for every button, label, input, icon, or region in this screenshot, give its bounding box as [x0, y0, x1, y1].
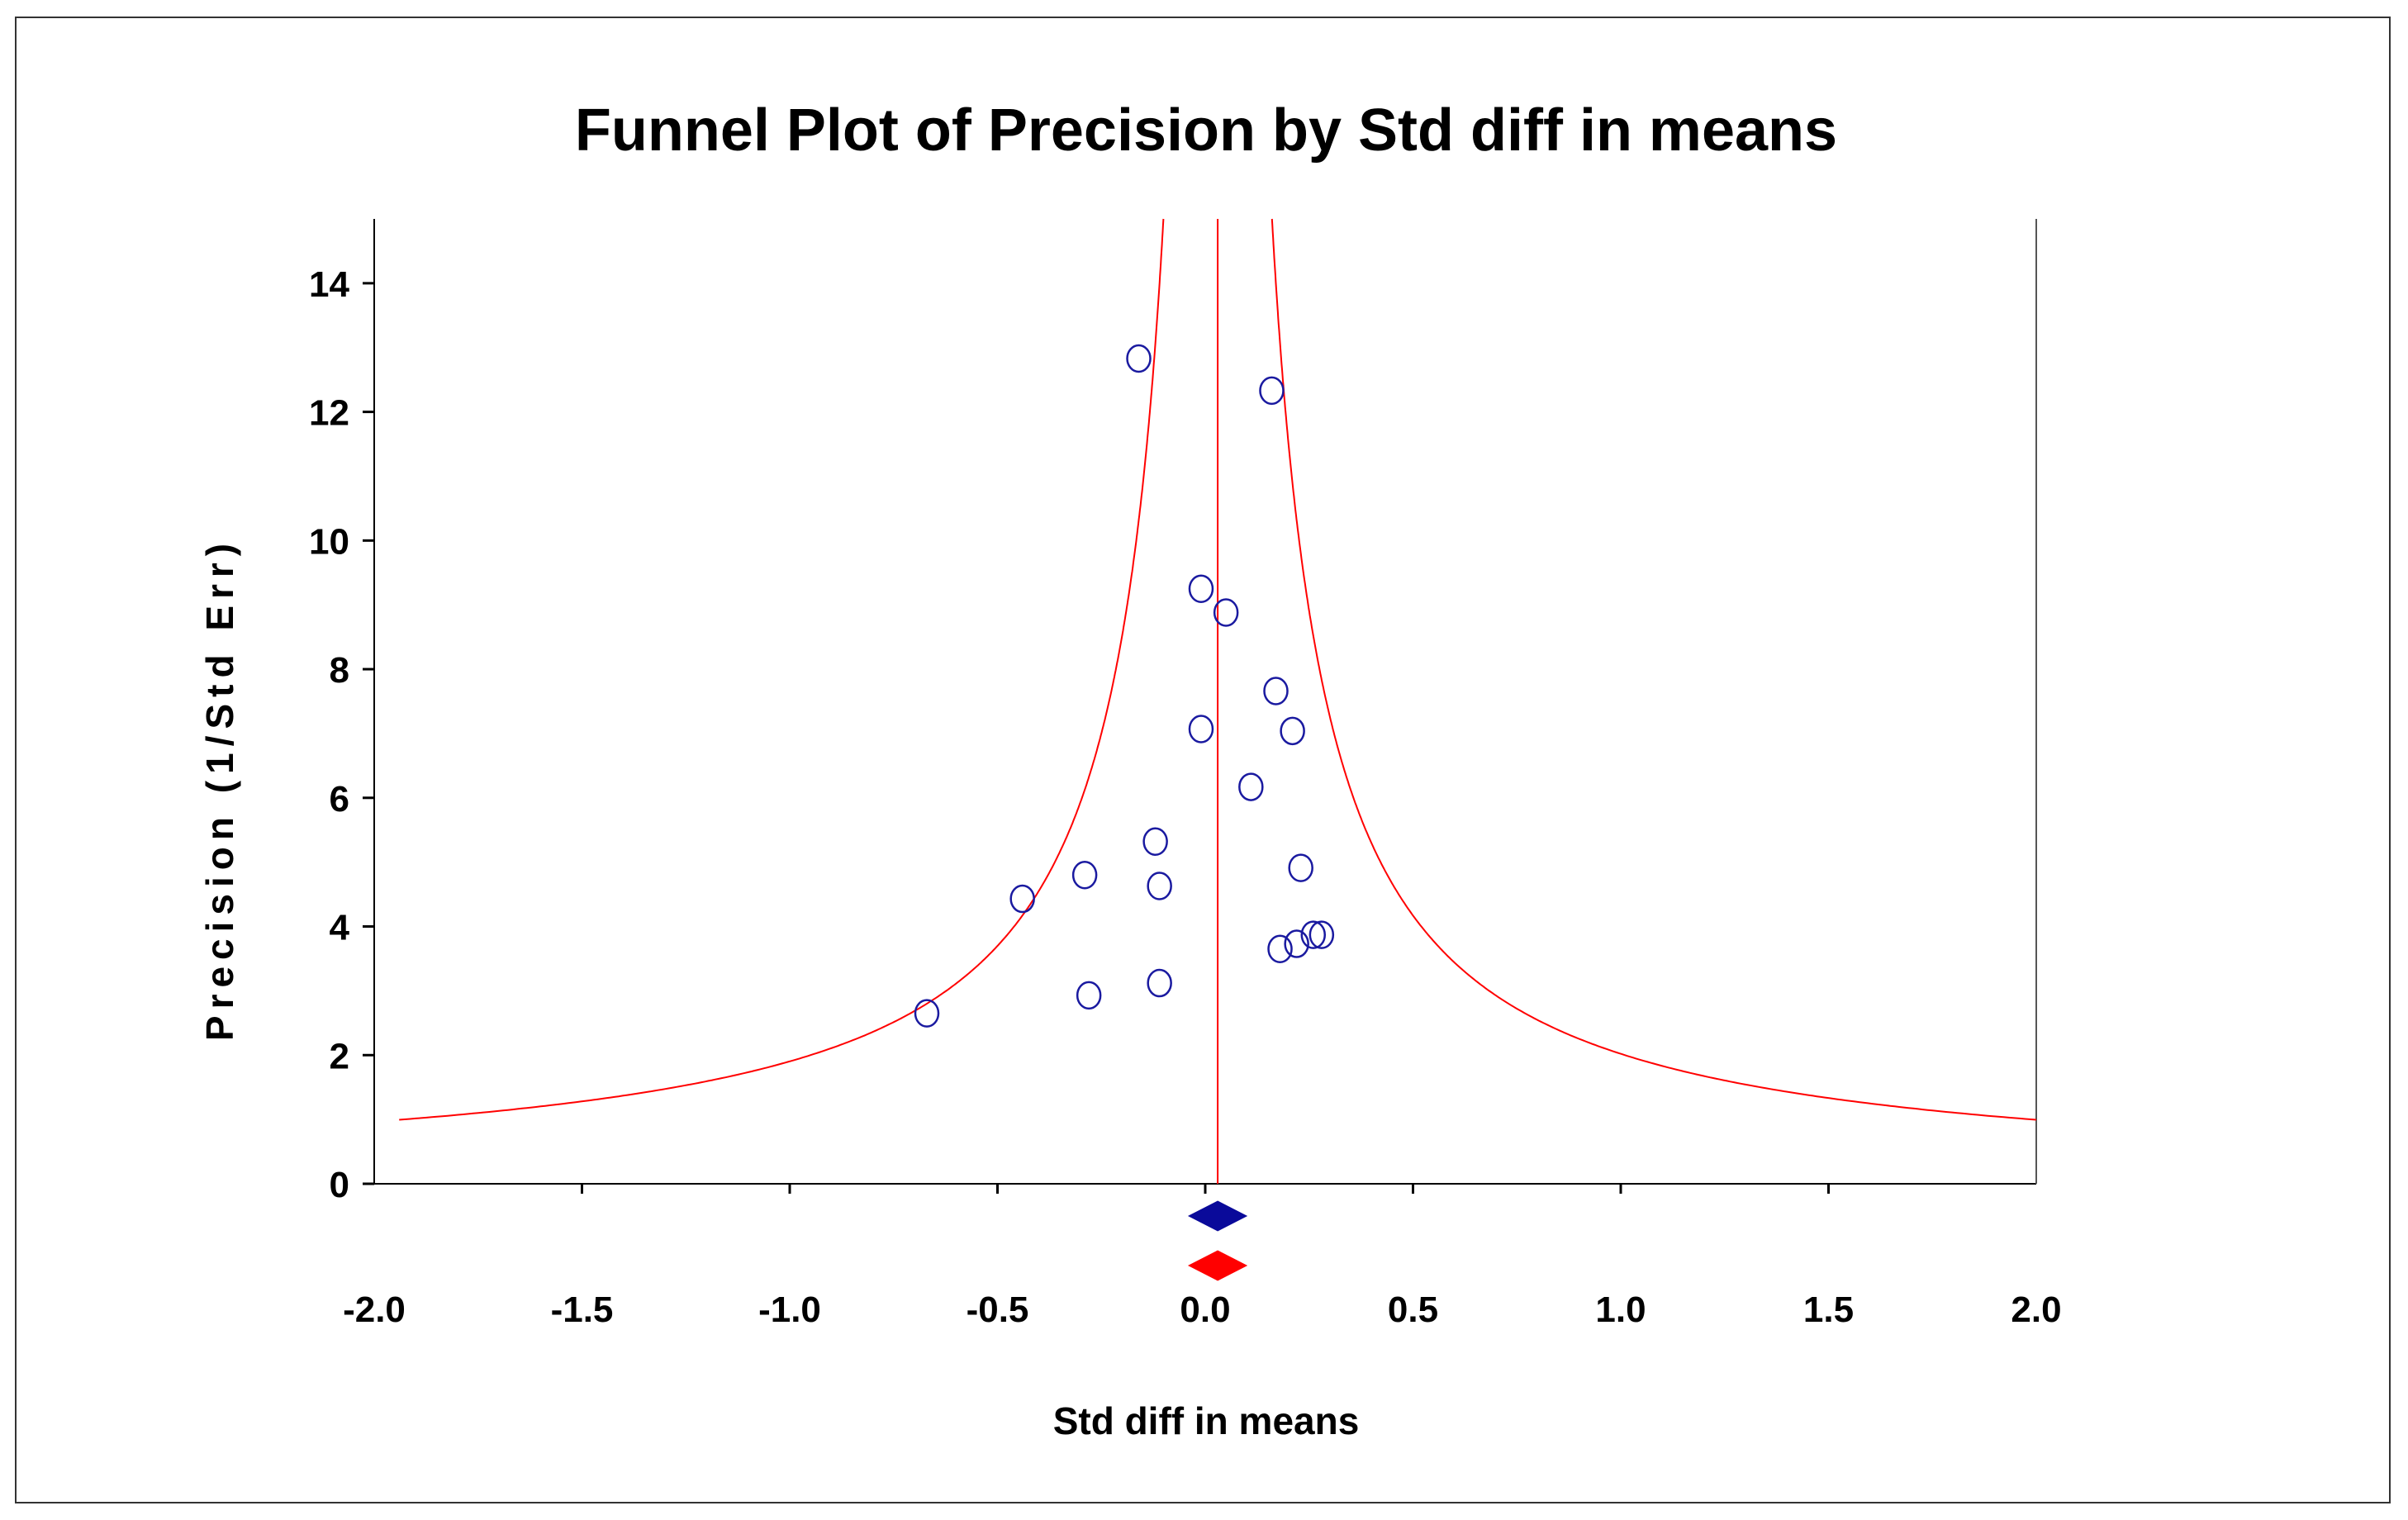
study-point: [1147, 872, 1172, 900]
study-point: [1280, 716, 1305, 746]
y-tick-label: 14: [309, 264, 349, 305]
study-point: [1284, 929, 1309, 958]
study-point: [1076, 981, 1102, 1010]
study-point: [1147, 968, 1172, 998]
y-tick-label: 2: [330, 1036, 349, 1076]
study-point: [1213, 598, 1239, 627]
study-point: [914, 999, 940, 1028]
y-tick-label: 6: [330, 779, 349, 819]
study-point: [1142, 827, 1168, 856]
y-tick-label: 0: [330, 1165, 349, 1205]
x-tick-label: -0.5: [967, 1290, 1029, 1330]
study-point: [1308, 920, 1335, 949]
study-point: [1263, 677, 1289, 705]
study-point: [1300, 920, 1327, 949]
study-point: [1009, 884, 1035, 914]
figure-frame: [15, 17, 2391, 1503]
observed-effect-diamond: [1187, 1200, 1248, 1232]
y-axis-label: Precision (1/Std Err): [198, 537, 241, 1041]
x-axis-label: Std diff in means: [1053, 1399, 1360, 1442]
x-tick-label: -1.5: [551, 1290, 614, 1330]
plot-area: 0 2 4 6 8 10 12 14 -2.0 -1.5 -1.0 -0.5 0.0 0.5 1.0 1.5 2…: [309, 218, 2062, 1330]
x-tick-label: -1.0: [758, 1290, 821, 1330]
study-point: [1188, 574, 1214, 603]
y-tick-label: 4: [330, 908, 350, 948]
y-tick-label: 12: [309, 393, 349, 434]
x-tick-label: 0.5: [1388, 1290, 1438, 1330]
funnel-line-right: [1270, 218, 2037, 1121]
x-tick-label: 1.5: [1803, 1290, 1854, 1330]
x-tick-label: -2.0: [343, 1290, 406, 1330]
chart-title: Funnel Plot of Precision by Std diff in …: [575, 97, 1837, 164]
x-tick-label: 0.0: [1180, 1290, 1230, 1330]
y-tick-label: 8: [330, 650, 349, 691]
study-point: [1238, 772, 1264, 801]
x-tick-label: 1.0: [1595, 1290, 1646, 1330]
study-point: [1071, 860, 1098, 890]
study-point: [1126, 344, 1152, 373]
study-point: [1288, 853, 1313, 882]
adjusted-effect-diamond: [1187, 1250, 1248, 1281]
x-tick-label: 2.0: [2011, 1290, 2061, 1330]
study-point: [1188, 715, 1214, 743]
y-tick-label: 10: [309, 521, 349, 562]
study-point: [1259, 376, 1285, 406]
study-point: [1267, 934, 1293, 964]
funnel-line-left: [399, 218, 1165, 1121]
